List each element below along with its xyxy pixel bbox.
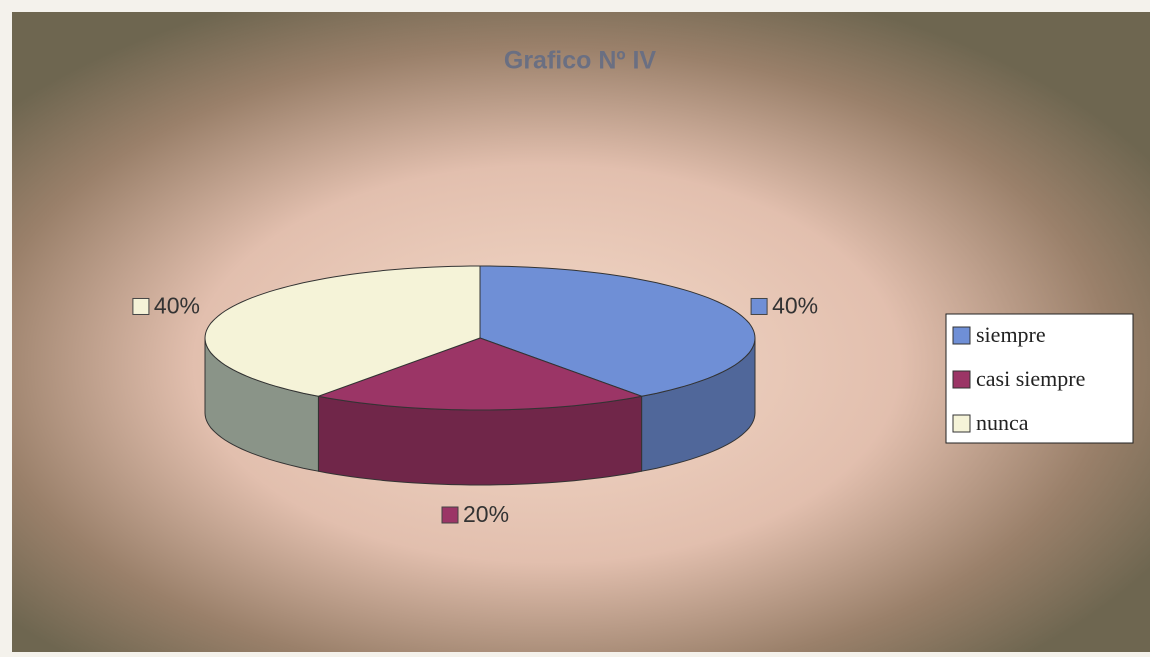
legend [945, 313, 1134, 444]
chart-title: Grafico Nº IV [504, 47, 657, 75]
legend-swatch [952, 326, 971, 345]
legend-label: casi siempre [976, 366, 1085, 391]
legend-swatch [952, 414, 971, 433]
label-swatch [132, 297, 150, 315]
legend-label: nunca [976, 410, 1029, 435]
legend-label: siempre [976, 322, 1046, 347]
data-label: 40% [154, 293, 200, 319]
label-swatch [750, 297, 768, 315]
data-label: 20% [463, 501, 509, 527]
label-swatch [441, 506, 459, 524]
data-label: 40% [772, 293, 818, 319]
legend-swatch [952, 370, 971, 389]
slice [204, 265, 481, 397]
slice [316, 337, 644, 411]
slice [479, 265, 756, 397]
